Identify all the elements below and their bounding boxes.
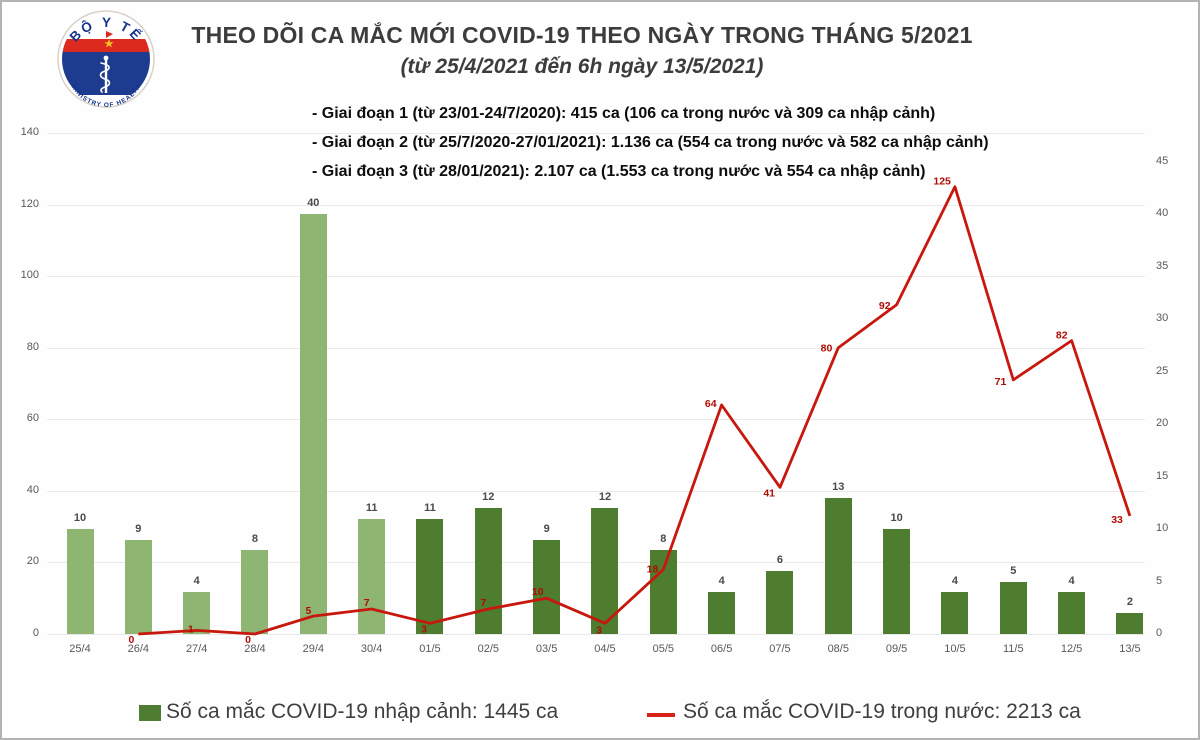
logo-snake-icon [99, 62, 111, 93]
bar-value-label: 10 [73, 512, 87, 524]
phase-note-1: - Giai đoạn 1 (từ 23/01-24/7/2020): 415 … [312, 105, 936, 122]
bar-value-label: 8 [251, 533, 259, 545]
bar-value-label: 10 [890, 512, 903, 524]
bar [999, 581, 1027, 634]
left-axis-tick: 0 [32, 627, 39, 639]
left-axis-tick: 80 [26, 340, 39, 353]
right-axis-tick: 40 [1156, 207, 1169, 219]
phase-note-3: - Giai đoạn 3 (từ 28/01/2021): 2.107 ca … [312, 163, 926, 180]
right-axis-tick: 45 [1156, 154, 1169, 167]
bar [66, 529, 94, 634]
bar-value-label: 6 [776, 554, 784, 566]
bar-value-label: 11 [365, 501, 378, 514]
x-axis-label: 29/4 [302, 643, 325, 655]
bar-value-label: 4 [1068, 575, 1075, 587]
left-axis-tick: 40 [26, 483, 39, 496]
chart-title: THEO DÕI CA MẮC MỚI COVID-19 THEO NGÀY T… [191, 22, 973, 48]
x-axis-label: 10/5 [944, 643, 966, 655]
gridline [47, 419, 1145, 421]
gridline [47, 133, 1145, 134]
phase-note-2: - Giai đoạn 2 (từ 25/7/2020-27/01/2021):… [312, 134, 989, 151]
right-axis-tick: 10 [1156, 522, 1169, 534]
x-axis-label: 03/5 [535, 643, 558, 655]
x-axis-label: 12/5 [1060, 643, 1083, 655]
gridline [47, 204, 1145, 206]
bar-value-label: 13 [832, 480, 845, 493]
bar-value-label: 40 [307, 197, 320, 209]
right-axis-tick: 20 [1156, 417, 1169, 429]
chart-subtitle: (từ 25/4/2021 đến 6h ngày 13/5/2021) [400, 55, 764, 78]
right-axis-tick: 35 [1156, 259, 1169, 272]
x-axis-label: 25/4 [69, 643, 91, 655]
bar-value-label: 4 [718, 575, 725, 587]
x-axis-label: 07/5 [769, 643, 791, 655]
left-axis-tick: 100 [20, 269, 39, 282]
bar-value-label: 8 [660, 533, 667, 545]
bar [883, 529, 911, 634]
bar-value-label: 12 [482, 491, 495, 503]
bar [533, 539, 561, 634]
x-axis-label: 04/5 [594, 643, 616, 655]
x-axis-label: 30/4 [360, 643, 383, 655]
ministry-of-health-logo: BỘ Y TẾ MINISTRY OF HEALTH [57, 10, 155, 109]
legend-swatch-imported-cases [139, 705, 161, 721]
x-axis-label: 01/5 [419, 643, 441, 655]
right-axis-tick: 15 [1156, 469, 1169, 482]
bar [1116, 613, 1144, 634]
logo-star-icon [104, 39, 114, 48]
phase-notes: - Giai đoạn 1 (từ 23/01-24/7/2020): 415 … [312, 99, 989, 186]
gridline [47, 276, 1145, 278]
x-axis-label: 06/5 [710, 643, 733, 655]
logo-flag [106, 31, 113, 38]
bar [299, 214, 327, 634]
bar-value-label: 5 [1010, 564, 1017, 577]
bar [708, 592, 736, 634]
right-axis-tick: 0 [1156, 627, 1163, 639]
legend-label-imported-cases: Số ca mắc COVID-19 nhập cảnh: 1445 ca [166, 700, 559, 723]
x-axis-label: 27/4 [185, 643, 208, 655]
bar-value-label: 4 [951, 575, 958, 587]
bar [649, 550, 677, 634]
bar-value-label: 9 [543, 522, 550, 535]
legend-label-domestic-cases: Số ca mắc COVID-19 trong nước: 2213 ca [683, 700, 1081, 723]
x-axis-label: 28/4 [244, 643, 266, 655]
bar-value-label: 4 [193, 575, 200, 587]
bar [1058, 592, 1086, 634]
legend-swatch-domestic-cases [647, 713, 675, 717]
right-axis-tick: 25 [1156, 364, 1169, 377]
bar-value-label: 2 [1126, 596, 1133, 608]
x-axis-label: 02/5 [477, 643, 499, 655]
bar [416, 518, 444, 634]
bar [766, 571, 794, 634]
bar [591, 508, 619, 634]
bar-value-label: 12 [598, 491, 612, 503]
bar [241, 550, 269, 634]
bar-value-label: 11 [424, 501, 436, 514]
bar [941, 592, 969, 634]
x-axis-label: 26/4 [127, 643, 150, 655]
gridline [47, 634, 1145, 635]
bar-value-label: 9 [135, 522, 142, 535]
bar [474, 508, 502, 634]
bar [124, 539, 152, 634]
left-axis-tick: 120 [20, 197, 39, 210]
left-axis-tick: 140 [20, 126, 39, 138]
right-axis-tick: 30 [1156, 312, 1169, 324]
bar [824, 497, 852, 634]
left-axis-tick: 20 [26, 555, 39, 568]
x-axis-label: 09/5 [885, 643, 908, 655]
x-axis-label: 05/5 [652, 643, 674, 655]
x-axis-label: 08/5 [827, 643, 849, 655]
left-axis-tick: 60 [26, 412, 39, 425]
bar [358, 518, 386, 634]
x-axis-label: 13/5 [1119, 643, 1141, 655]
bar [183, 592, 211, 634]
right-axis-tick: 5 [1156, 574, 1163, 587]
gridline [47, 347, 1145, 349]
x-axis-label: 11/5 [1002, 643, 1024, 655]
logo-staff-head [103, 55, 109, 61]
logo-red-band [62, 39, 150, 52]
